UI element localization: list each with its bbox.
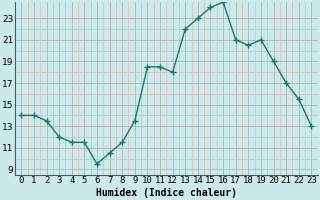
X-axis label: Humidex (Indice chaleur): Humidex (Indice chaleur) xyxy=(96,188,237,198)
